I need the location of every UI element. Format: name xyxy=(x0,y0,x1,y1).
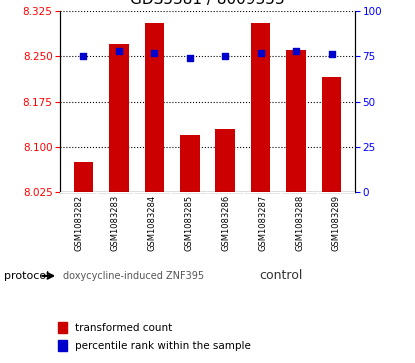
Text: protocol: protocol xyxy=(4,271,49,281)
Point xyxy=(293,48,300,54)
Text: control: control xyxy=(259,269,303,282)
Text: GSM1083284: GSM1083284 xyxy=(148,195,157,250)
Bar xyxy=(180,135,200,192)
Bar xyxy=(144,23,164,192)
Text: GSM1083288: GSM1083288 xyxy=(295,195,304,251)
Bar xyxy=(109,44,129,192)
Text: GSM1083282: GSM1083282 xyxy=(74,195,83,250)
Title: GDS5381 / 8009353: GDS5381 / 8009353 xyxy=(130,0,285,7)
Point xyxy=(186,55,193,61)
Text: GSM1083286: GSM1083286 xyxy=(222,195,230,251)
Bar xyxy=(58,340,67,351)
Bar xyxy=(58,322,67,333)
Point xyxy=(328,52,335,57)
Point xyxy=(115,48,122,54)
Point xyxy=(151,50,158,56)
Bar xyxy=(73,162,93,192)
Point xyxy=(80,53,87,59)
Bar xyxy=(322,77,342,192)
Text: GSM1083289: GSM1083289 xyxy=(332,195,341,250)
Text: GSM1083287: GSM1083287 xyxy=(258,195,267,251)
Bar xyxy=(286,50,306,192)
Text: transformed count: transformed count xyxy=(75,323,173,333)
Point xyxy=(222,53,229,59)
Point xyxy=(257,50,264,56)
Bar xyxy=(251,23,271,192)
Bar xyxy=(215,129,235,192)
Text: doxycycline-induced ZNF395: doxycycline-induced ZNF395 xyxy=(63,271,205,281)
Text: GSM1083283: GSM1083283 xyxy=(111,195,120,251)
Text: GSM1083285: GSM1083285 xyxy=(185,195,193,250)
Text: percentile rank within the sample: percentile rank within the sample xyxy=(75,341,251,351)
